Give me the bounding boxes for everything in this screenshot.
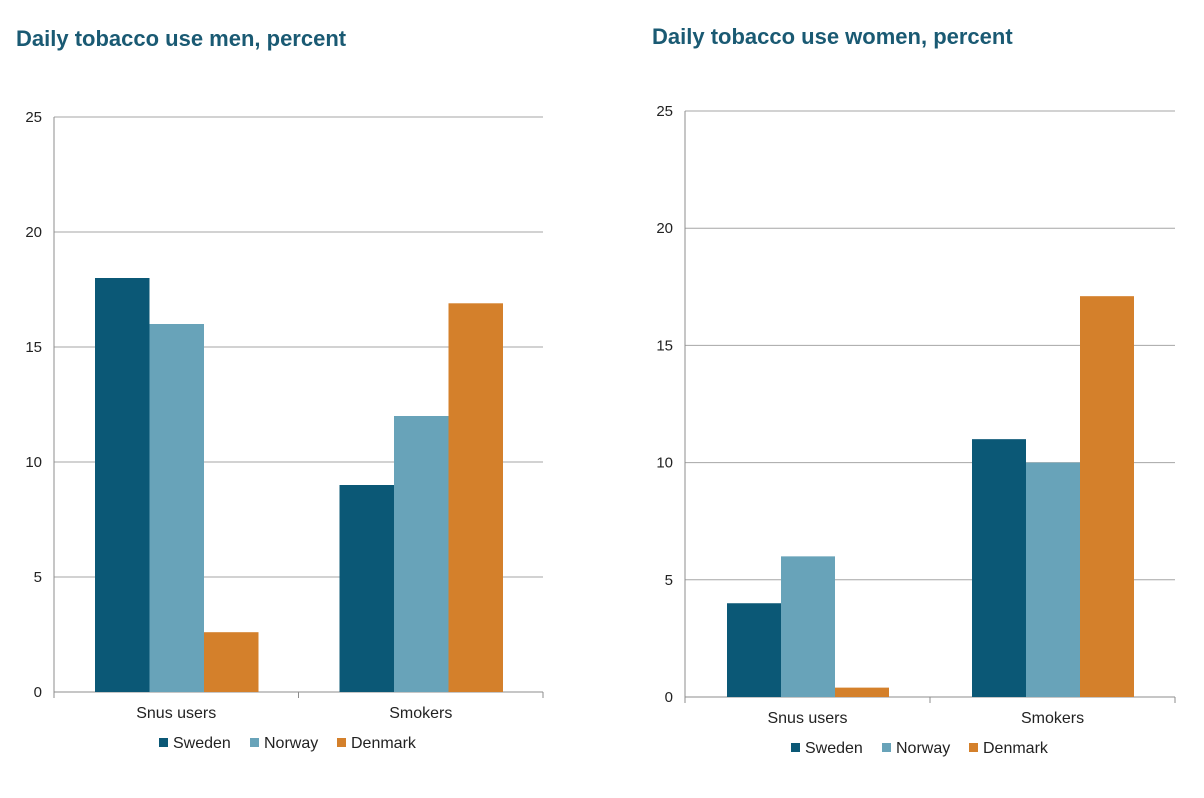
- bar-denmark-smokers: [1080, 296, 1134, 697]
- y-tick-label: 25: [25, 109, 42, 126]
- bar-sweden-snus-users: [95, 278, 150, 692]
- y-tick-label: 5: [665, 572, 673, 589]
- legend-swatch-norway: [250, 738, 259, 747]
- legend-label-sweden: Sweden: [805, 740, 863, 757]
- bar-denmark-snus-users: [204, 632, 259, 692]
- legend-label-norway: Norway: [896, 740, 950, 757]
- legend-swatch-sweden: [159, 738, 168, 747]
- category-label: Snus users: [767, 710, 847, 727]
- y-tick-label: 10: [25, 454, 42, 471]
- y-tick-label: 25: [656, 103, 673, 120]
- bar-norway-smokers: [1026, 462, 1080, 697]
- chart-men: Daily tobacco use men, percent 0 5 10 15 20 2…: [16, 26, 544, 752]
- category-label: Smokers: [1021, 710, 1084, 727]
- bar-norway-snus-users: [781, 556, 835, 697]
- chart-title: Daily tobacco use women, percent: [652, 24, 1013, 49]
- legend-label-denmark: Denmark: [983, 740, 1049, 757]
- bar-denmark-snus-users: [835, 687, 889, 697]
- bar-sweden-smokers: [339, 485, 394, 692]
- legend-swatch-norway: [882, 743, 891, 752]
- legend-swatch-sweden: [791, 743, 800, 752]
- bar-sweden-smokers: [972, 439, 1026, 697]
- y-tick-label: 15: [25, 339, 42, 356]
- bar-norway-smokers: [394, 416, 449, 692]
- y-tick-label: 20: [656, 220, 673, 237]
- chart-women: Daily tobacco use women, percent 0 5 10 15 2…: [652, 24, 1176, 757]
- y-tick-label: 15: [656, 337, 673, 354]
- bar-denmark-smokers: [448, 303, 503, 692]
- legend-label-norway: Norway: [264, 735, 318, 752]
- category-label: Snus users: [136, 705, 216, 722]
- legend-swatch-denmark: [337, 738, 346, 747]
- chart-title: Daily tobacco use men, percent: [16, 26, 347, 51]
- y-tick-label: 10: [656, 455, 673, 472]
- y-tick-label: 0: [665, 689, 673, 706]
- y-tick-label: 5: [34, 569, 42, 586]
- legend-label-denmark: Denmark: [351, 735, 417, 752]
- bar-norway-snus-users: [149, 324, 204, 692]
- legend-label-sweden: Sweden: [173, 735, 231, 752]
- bar-sweden-snus-users: [727, 603, 781, 697]
- y-tick-label: 0: [34, 684, 42, 701]
- category-label: Smokers: [389, 705, 452, 722]
- y-tick-label: 20: [25, 224, 42, 241]
- legend-swatch-denmark: [969, 743, 978, 752]
